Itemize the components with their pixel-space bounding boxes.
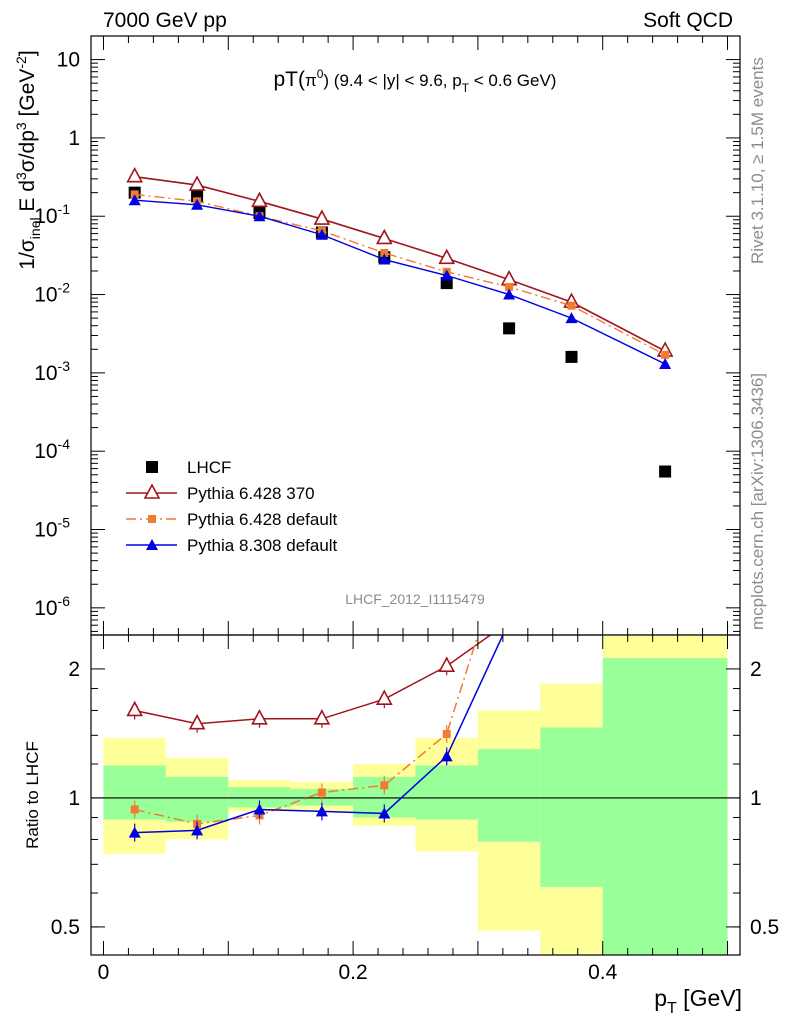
data-point — [191, 198, 204, 210]
data-point — [438, 248, 456, 265]
analysis-id: LHCF_2012_I1115479 — [345, 591, 485, 607]
x-tick-label: 0.4 — [588, 961, 618, 984]
y-tick-label: 10-4 — [34, 436, 70, 463]
legend: LHCF Pythia 6.428 370 Pythia 6.428 default… — [126, 458, 338, 555]
uncertainty-band-inner — [477, 749, 541, 842]
ratio-data-layer — [126, 635, 504, 842]
data-point — [126, 166, 144, 183]
legend-label: Pythia 8.308 default — [187, 536, 338, 555]
legend-entry: Pythia 8.308 default — [126, 536, 338, 555]
ratio-point — [317, 788, 326, 797]
ratio-point — [440, 750, 453, 762]
ratio-frame — [90, 634, 741, 956]
uncertainty-band-inner — [602, 658, 728, 955]
y-axis-label: 1/σinel E d3σ/dp3 [GeV-2] — [13, 50, 43, 269]
series-line-2 — [134, 193, 666, 356]
main-axes: 10 1 10-1 10-2 10-3 10-4 10-5 10-6 — [34, 35, 740, 635]
ratio-y-tick-label-right: 2 — [750, 658, 762, 681]
data-point — [251, 191, 268, 208]
data-point — [659, 465, 672, 478]
legend-entry: Pythia 6.428 default — [126, 510, 338, 529]
header-right: Soft QCD — [643, 9, 733, 32]
ratio-axes: 2 2 1 1 0.5 0.5 0 0.2 0.4 — [51, 635, 779, 984]
legend-label: Pythia 6.428 default — [187, 510, 338, 529]
y-tick-label: 10-6 — [34, 593, 70, 620]
ratio-point — [128, 826, 141, 838]
ratio-bands — [91, 635, 740, 955]
legend-label: Pythia 6.428 370 — [187, 484, 315, 503]
data-point — [505, 282, 514, 291]
data-point — [253, 210, 266, 222]
ratio-point — [253, 803, 266, 815]
data-point — [565, 312, 578, 324]
ratio-y-tick-label: 1 — [68, 787, 80, 810]
ratio-line-0 — [134, 635, 491, 725]
legend-entry: LHCF — [146, 458, 231, 477]
ratio-panel: 2 2 1 1 0.5 0.5 0 0.2 0.4 Ratio to LHCF pT [GeV] — [23, 634, 779, 1017]
data-point — [315, 228, 328, 240]
data-point — [503, 322, 516, 335]
uncertainty-band-inner — [228, 787, 291, 808]
legend-marker — [146, 461, 158, 473]
ratio-point — [126, 700, 144, 717]
ratio-point — [375, 689, 393, 705]
data-point — [375, 228, 393, 245]
ratio-point — [130, 805, 139, 814]
y-tick-label: 10-1 — [34, 201, 70, 228]
legend-marker — [143, 483, 161, 499]
data-point — [188, 175, 206, 191]
y-tick-label: 10-3 — [34, 358, 70, 385]
main-data-layer — [126, 166, 674, 478]
ratio-y-tick-label: 2 — [68, 658, 80, 681]
ratio-point — [251, 709, 268, 725]
uncertainty-band-inner — [540, 727, 603, 887]
ratio-point — [380, 781, 389, 790]
data-point — [661, 350, 670, 359]
ratio-point — [442, 729, 451, 738]
data-point — [128, 194, 141, 206]
ratio-point — [438, 656, 456, 672]
data-point — [565, 350, 578, 363]
uncertainty-band-inner — [165, 776, 229, 822]
y-tick-label: 10 — [57, 49, 80, 72]
data-point — [440, 269, 453, 281]
x-tick-label: 0 — [98, 961, 110, 984]
ratio-point — [313, 709, 331, 725]
legend-marker — [148, 515, 156, 523]
data-point — [313, 209, 331, 225]
ratio-y-tick-label-right: 1 — [750, 787, 762, 810]
data-point — [380, 248, 389, 257]
y-tick-label: 1 — [68, 127, 80, 150]
data-point — [659, 357, 672, 369]
legend-entry: Pythia 6.428 370 — [126, 483, 315, 503]
data-point — [567, 301, 576, 310]
x-axis-label: pT [GeV] — [654, 985, 742, 1017]
ratio-point — [378, 807, 391, 819]
ratio-point — [315, 805, 328, 817]
header-left: 7000 GeV pp — [103, 9, 227, 32]
plot-title: pT(π0) (9.4 < |y| < 9.6, pT < 0.6 GeV) — [274, 67, 557, 95]
y-tick-label: 10-2 — [34, 280, 70, 307]
main-panel: 10 1 10-1 10-2 10-3 10-4 10-5 10-6 pT(π0) (9.4 … — [13, 35, 741, 636]
x-tick-label: 0.2 — [338, 961, 367, 984]
ratio-point — [188, 714, 206, 730]
mcplots-note: mcplots.cern.ch [arXiv:1306.3436] — [748, 373, 767, 630]
data-point — [503, 288, 516, 300]
data-point — [378, 253, 391, 265]
series-line-3 — [134, 199, 666, 365]
ratio-y-axis-label: Ratio to LHCF — [23, 741, 42, 849]
ratio-point — [191, 824, 204, 836]
legend-label: LHCF — [187, 458, 231, 477]
uncertainty-band-inner — [415, 765, 478, 820]
legend-marker — [146, 539, 158, 550]
ratio-y-tick-label-right: 0.5 — [750, 916, 779, 939]
y-tick-label: 10-5 — [34, 515, 70, 542]
ratio-y-tick-label: 0.5 — [51, 916, 80, 939]
rivet-note: Rivet 3.1.10, ≥ 1.5M events — [748, 57, 767, 264]
